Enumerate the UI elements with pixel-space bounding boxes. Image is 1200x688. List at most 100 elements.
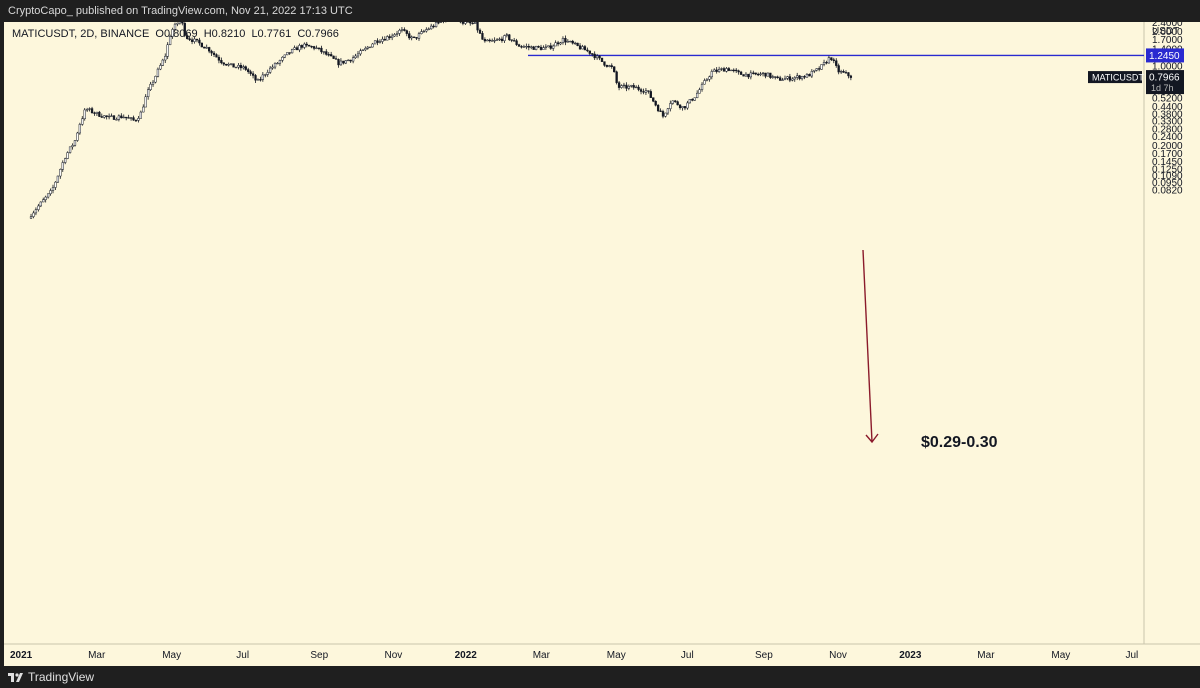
- candle-body: [632, 85, 635, 88]
- price-tick-label: 0.2800: [1152, 124, 1183, 135]
- time-tick-label: 2021: [10, 650, 33, 661]
- candle-body: [847, 72, 850, 77]
- candle-body: [305, 43, 308, 46]
- candle-body: [271, 66, 274, 69]
- price-tick-label: 0.5200: [1152, 94, 1183, 105]
- candle-body: [534, 45, 538, 50]
- candle-body: [373, 40, 377, 45]
- price-tick-label: 0.0820: [1152, 185, 1183, 196]
- candle-body: [630, 85, 633, 87]
- candle-body: [556, 42, 560, 45]
- candle-body: [615, 71, 618, 83]
- candle-body: [571, 40, 574, 44]
- candle-body: [122, 116, 125, 119]
- candle-body: [342, 60, 345, 64]
- candle-body: [542, 47, 545, 50]
- candle-body: [549, 45, 552, 49]
- candle-body: [205, 47, 208, 49]
- candle-body: [229, 63, 233, 65]
- candle-body: [588, 50, 591, 54]
- candle-body: [351, 57, 355, 62]
- candle-body: [654, 100, 657, 106]
- resistance-price-label: 1.2450: [1149, 51, 1180, 62]
- candle-body: [500, 38, 504, 42]
- chart-area[interactable]: USDT4.00003.40002.80002.40002.00001.7000…: [4, 22, 1200, 666]
- candle-body: [691, 99, 694, 101]
- candle-body: [842, 71, 845, 73]
- candle-body: [800, 76, 804, 80]
- publisher-text: CryptoCapo_ published on TradingView.com…: [8, 5, 353, 17]
- price-tick-label: 1.7000: [1152, 35, 1183, 46]
- candle-body: [754, 72, 757, 75]
- candle-body: [669, 103, 672, 110]
- candle-body: [105, 115, 108, 117]
- candle-body: [210, 50, 213, 54]
- resistance-price-badge: [1146, 48, 1184, 63]
- candle-body: [432, 25, 435, 28]
- candle-body: [259, 79, 262, 81]
- candle-body: [37, 205, 40, 210]
- symbol-price-badge-label: MATICUSDT: [1092, 73, 1144, 83]
- candle-body: [759, 73, 762, 75]
- candle-body: [844, 72, 848, 74]
- candle-body: [200, 42, 203, 48]
- candle-body: [247, 69, 250, 72]
- candle-body: [347, 59, 350, 62]
- candle-body: [510, 39, 513, 41]
- candle-body: [405, 30, 408, 34]
- candle-body: [244, 66, 247, 70]
- candle-body: [154, 76, 157, 83]
- candle-body: [696, 92, 699, 98]
- candle-body: [356, 53, 360, 57]
- candle-body: [537, 45, 540, 48]
- candle-body: [603, 61, 606, 66]
- candle-body: [278, 60, 282, 64]
- candle-body: [491, 40, 494, 42]
- candle-body: [586, 49, 589, 52]
- candle-body: [66, 152, 69, 159]
- candle-body: [225, 63, 228, 66]
- publisher-bar: CryptoCapo_ published on TradingView.com…: [0, 0, 1200, 22]
- candle-body: [283, 54, 286, 58]
- price-chart-svg[interactable]: USDT4.00003.40002.80002.40002.00001.7000…: [4, 22, 1200, 666]
- candle-body: [395, 33, 399, 35]
- candle-body: [815, 68, 818, 71]
- candle-body: [420, 31, 423, 34]
- candle-body: [112, 115, 116, 120]
- price-tick-label: 1.0000: [1152, 61, 1183, 72]
- candle-body: [232, 63, 235, 68]
- candle-body: [139, 111, 142, 119]
- candle-body: [42, 199, 45, 203]
- tradingview-logo-icon: [8, 673, 23, 682]
- candle-body: [810, 71, 813, 77]
- candle-body: [639, 89, 643, 92]
- candle-body: [303, 43, 306, 48]
- candle-body: [137, 118, 140, 121]
- candle-body: [595, 55, 599, 59]
- candle-body: [251, 73, 255, 76]
- candle-body: [220, 60, 223, 64]
- time-tick-label: Jul: [236, 650, 249, 661]
- candle-body: [29, 216, 33, 219]
- candle-body: [315, 47, 318, 49]
- footer-brand: TradingView: [28, 670, 95, 684]
- candle-body: [520, 46, 523, 48]
- current-price-label: 0.7966: [1149, 73, 1180, 84]
- candle-body: [408, 33, 411, 39]
- candle-body: [410, 36, 413, 39]
- candle-body: [686, 102, 689, 109]
- candle-body: [344, 60, 347, 64]
- candle-body: [149, 83, 152, 90]
- candle-body: [156, 68, 160, 77]
- candle-body: [134, 119, 138, 122]
- candle-body: [364, 48, 367, 51]
- symbol-price-badge: [1088, 71, 1142, 84]
- candle-body: [486, 39, 489, 42]
- candle-body: [732, 69, 735, 72]
- candle-body: [505, 34, 508, 36]
- candle-body: [495, 39, 499, 41]
- candle-body: [678, 104, 682, 109]
- candle-body: [771, 76, 774, 78]
- candle-body: [832, 59, 835, 61]
- candle-body: [46, 193, 50, 198]
